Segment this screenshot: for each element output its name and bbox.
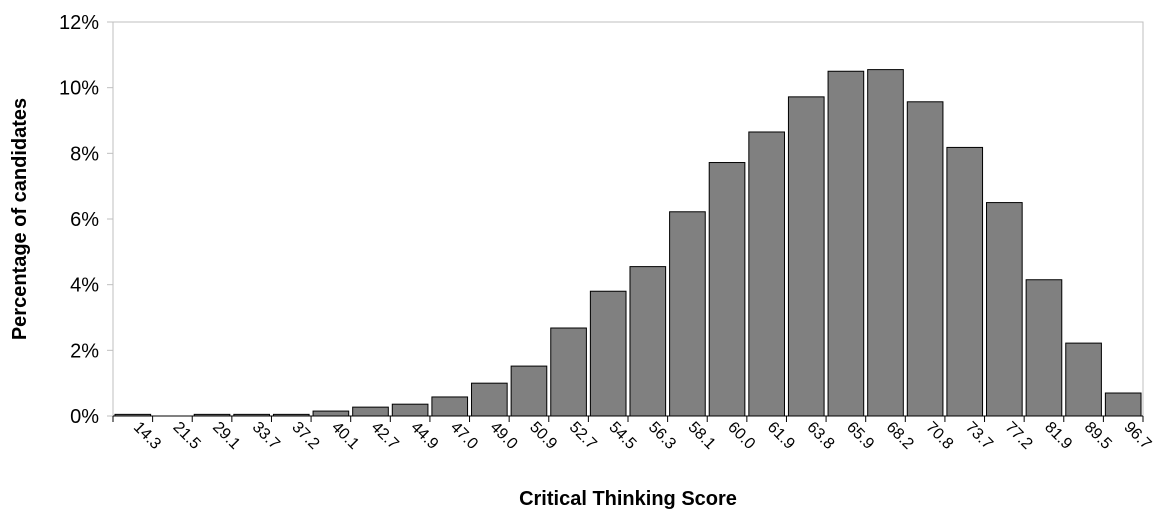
x-tick-label: 21.5 — [170, 419, 204, 453]
x-axis-ticks: 14.3 21.5 29.1 33.7 37.2 40.1 42.7 44.9 47.0 49.0… — [113, 416, 1154, 453]
x-tick-label: 14.3 — [130, 419, 164, 453]
x-tick-label: 68.2 — [883, 419, 917, 453]
bar — [987, 203, 1023, 416]
bar — [907, 102, 943, 416]
x-tick-label: 44.9 — [407, 419, 441, 453]
y-tick-label: 2% — [70, 340, 99, 362]
bar — [788, 97, 824, 416]
x-tick-label: 33.7 — [249, 419, 283, 453]
x-tick-label: 49.0 — [487, 419, 521, 453]
y-tick-label: 12% — [59, 12, 99, 34]
y-tick-label: 4% — [70, 275, 99, 297]
x-tick-label: 77.2 — [1002, 419, 1036, 453]
x-tick-label: 89.5 — [1081, 419, 1115, 453]
x-tick-label: 58.1 — [685, 419, 719, 453]
x-tick-label: 52.7 — [566, 419, 600, 453]
x-tick-label: 81.9 — [1041, 419, 1075, 453]
x-tick-label: 70.8 — [922, 419, 956, 453]
x-axis-title: Critical Thinking Score — [519, 488, 737, 510]
x-tick-label: 60.0 — [724, 419, 758, 453]
x-tick-label: 65.9 — [843, 419, 877, 453]
bar — [551, 328, 587, 416]
x-tick-label: 54.5 — [605, 419, 639, 453]
x-tick-label: 37.2 — [288, 419, 322, 453]
bar — [392, 404, 428, 416]
y-tick-label: 0% — [70, 406, 99, 428]
bar — [1026, 280, 1062, 416]
bar — [432, 397, 468, 416]
y-tick-label: 10% — [59, 78, 99, 100]
x-tick-label: 73.7 — [962, 419, 996, 453]
bar — [1066, 343, 1102, 416]
bar — [353, 407, 389, 416]
bar — [709, 163, 745, 416]
x-tick-label: 29.1 — [209, 419, 243, 453]
bar — [472, 383, 508, 416]
y-tick-label: 6% — [70, 209, 99, 231]
bar — [1105, 393, 1141, 416]
bar — [590, 291, 626, 416]
x-tick-label: 56.3 — [645, 419, 679, 453]
bar — [868, 70, 904, 416]
y-tick-label: 8% — [70, 143, 99, 165]
bar — [749, 132, 785, 416]
bar — [828, 71, 864, 416]
bar — [313, 411, 349, 416]
x-tick-label: 47.0 — [447, 419, 481, 453]
x-tick-label: 50.9 — [526, 419, 560, 453]
bar — [511, 366, 547, 416]
x-tick-label: 63.8 — [803, 419, 837, 453]
y-axis-title: Percentage of candidates — [9, 98, 31, 340]
x-tick-label: 40.1 — [328, 419, 362, 453]
x-tick-label: 96.7 — [1120, 419, 1154, 453]
x-tick-label: 61.9 — [764, 419, 798, 453]
bar — [630, 267, 666, 416]
bar — [670, 212, 706, 416]
x-tick-label: 42.7 — [368, 419, 402, 453]
bar — [947, 147, 983, 416]
bars — [115, 70, 1141, 416]
y-axis-ticks: 0% 2% 4% 6% 8% 10% 12% — [59, 12, 113, 428]
